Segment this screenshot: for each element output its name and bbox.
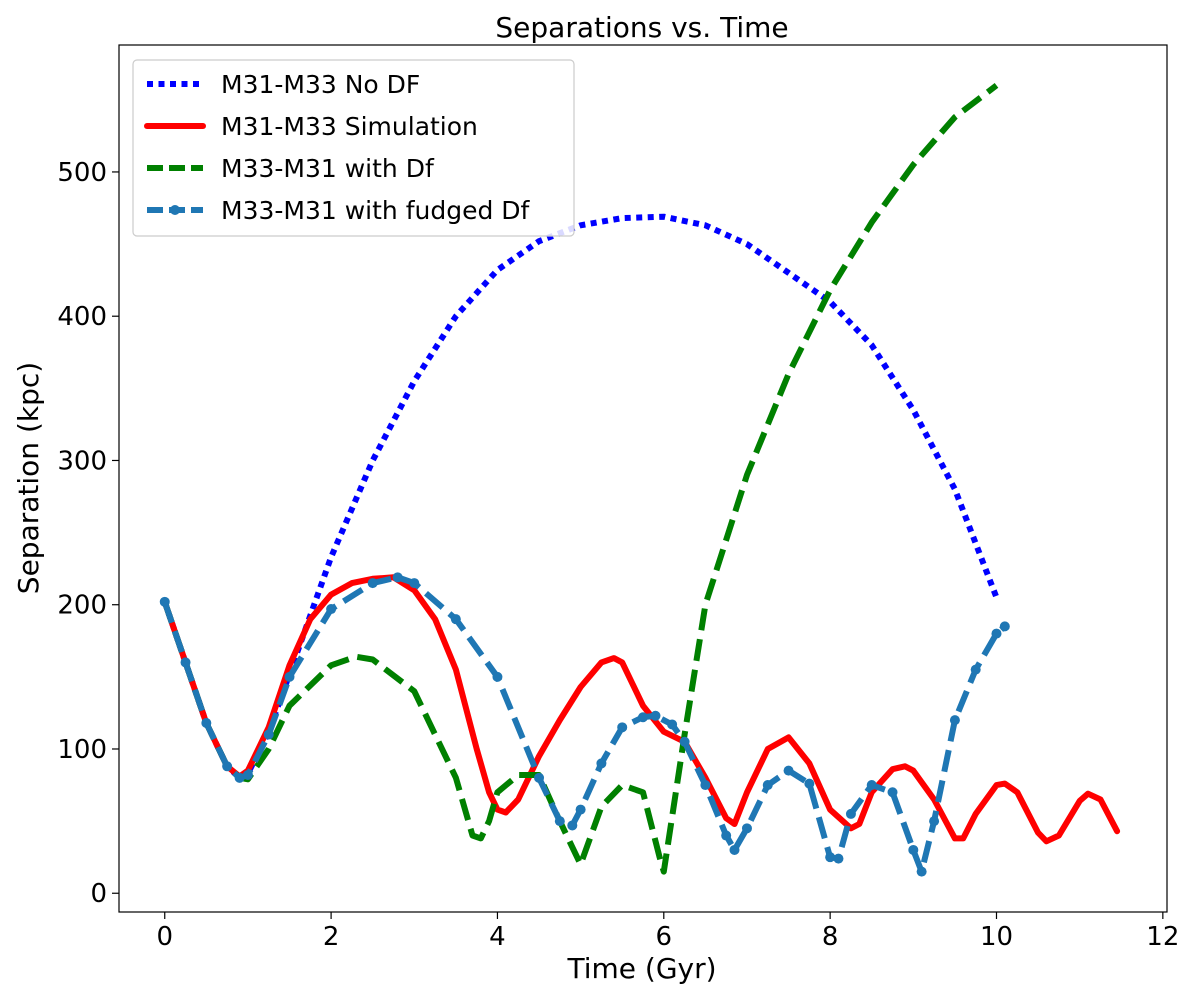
data-point	[887, 787, 898, 798]
y-tick-label: 0	[90, 879, 107, 909]
data-point	[949, 715, 960, 726]
x-tick-label: 2	[323, 922, 340, 952]
data-point	[367, 578, 378, 589]
series-line	[161, 574, 1121, 845]
data-point	[679, 736, 690, 747]
y-tick-label: 500	[57, 158, 107, 188]
y-tick-label: 100	[57, 735, 107, 765]
data-point	[409, 578, 420, 589]
y-tick-label: 300	[57, 446, 107, 476]
y-tick-label: 200	[57, 591, 107, 621]
data-point	[263, 729, 274, 740]
data-point	[596, 758, 607, 769]
series-line	[161, 574, 1007, 875]
legend-box	[132, 59, 575, 237]
data-point	[729, 844, 740, 855]
series-line	[161, 213, 1000, 781]
series-line	[161, 83, 999, 875]
plot-area	[159, 83, 1121, 877]
data-point	[650, 710, 661, 721]
data-point	[999, 621, 1010, 632]
data-point	[804, 778, 815, 789]
x-tick-label: 12	[1146, 922, 1179, 952]
series-m33-m31-with-fudged-df	[159, 572, 1010, 877]
data-point	[180, 657, 191, 668]
legend: M31-M33 No DF M31-M33 Simulation M33-M31 w…	[132, 59, 575, 237]
data-point	[234, 772, 245, 783]
series-m31-m33-no-df	[161, 213, 1000, 781]
data-point	[326, 604, 337, 615]
data-point	[700, 780, 711, 791]
data-point	[159, 596, 170, 607]
legend-label: M33-M31 with Df	[221, 154, 435, 183]
x-tick-label: 4	[489, 922, 506, 952]
y-axis: 0 100 200 300 400 500	[57, 158, 119, 909]
data-point	[845, 808, 856, 819]
data-point	[825, 852, 836, 863]
data-point	[392, 572, 403, 583]
x-tick-label: 0	[156, 922, 173, 952]
data-point	[284, 671, 295, 682]
data-point	[970, 664, 981, 675]
data-point	[991, 628, 1002, 639]
y-axis-label: Separation (kpc)	[12, 362, 45, 594]
legend-label: M33-M31 with fudged Df	[221, 196, 531, 225]
data-point	[916, 866, 927, 877]
data-point	[492, 671, 503, 682]
legend-label: M31-M33 No DF	[221, 70, 420, 99]
data-point	[242, 769, 253, 780]
data-point	[833, 853, 844, 864]
chart-title: Separations vs. Time	[495, 11, 788, 44]
data-point	[222, 761, 233, 772]
data-point	[741, 823, 752, 834]
data-point	[908, 844, 919, 855]
data-point	[567, 820, 578, 831]
series-m33-m31-with-df	[161, 83, 999, 875]
data-point	[554, 816, 565, 827]
data-point	[762, 780, 773, 791]
data-point	[721, 830, 732, 841]
plot-frame	[118, 44, 1168, 913]
data-point	[201, 718, 212, 729]
data-point	[450, 614, 461, 625]
x-axis-label: Time (Gyr)	[566, 952, 716, 985]
x-tick-label: 6	[656, 922, 673, 952]
data-point	[667, 719, 678, 730]
legend-marker	[170, 205, 180, 215]
x-axis: 0 2 4 6 8 10 12	[156, 912, 1179, 952]
y-tick-label: 400	[57, 302, 107, 332]
legend-label: M31-M33 Simulation	[221, 112, 478, 141]
data-point	[783, 765, 794, 776]
data-point	[534, 772, 545, 783]
data-point	[638, 712, 648, 723]
data-point	[866, 780, 877, 791]
series-m31-m33-simulation	[161, 574, 1121, 845]
x-tick-label: 10	[980, 922, 1013, 952]
x-tick-label: 8	[822, 922, 839, 952]
data-point	[617, 722, 628, 733]
data-point	[929, 816, 940, 827]
data-point	[575, 804, 586, 815]
